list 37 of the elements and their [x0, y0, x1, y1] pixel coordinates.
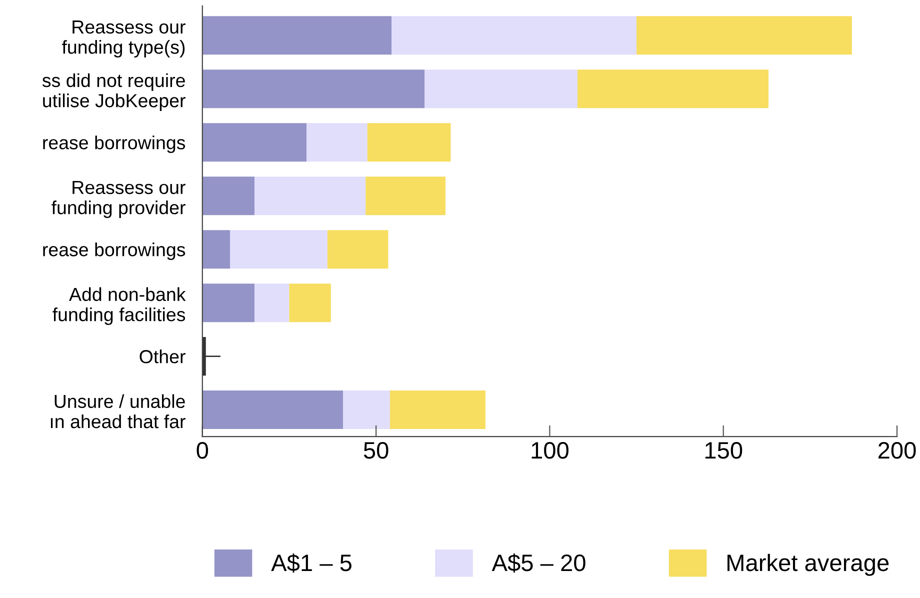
y-tick-label: Unsure / unable ın ahead that far: [50, 394, 186, 428]
legend-label: A$1 – 5: [271, 553, 352, 573]
bar: [327, 230, 388, 269]
bar: [636, 16, 852, 55]
y-tick-label: Reassess our funding type(s): [62, 20, 186, 58]
y-tick-label: rease borrowings: [43, 242, 186, 260]
x-tick-label: 50: [364, 442, 388, 459]
bar: [230, 230, 328, 269]
bar: [202, 123, 307, 162]
bar: [392, 16, 637, 55]
bar: [202, 16, 392, 55]
bar: [202, 284, 254, 322]
x-tick-label: 100: [532, 442, 568, 459]
x-tick-label: 150: [705, 442, 742, 459]
bar: [289, 284, 331, 322]
y-tick-label: ss did not require utilise JobKeeper: [42, 73, 186, 112]
x-tick-label: 200: [878, 442, 916, 459]
bar: [254, 176, 366, 216]
bar: [202, 70, 425, 108]
x-tick-label: 0: [196, 442, 208, 459]
bar: [424, 70, 578, 108]
bar: [577, 70, 768, 108]
bar: [254, 284, 290, 322]
bar: [366, 176, 446, 216]
bar: [202, 176, 254, 216]
y-tick-label: Add non-bank funding facilities: [52, 287, 186, 325]
y-tick-label: rease borrowings: [43, 136, 186, 154]
bar: [343, 390, 390, 430]
y-tick-label: Other: [140, 350, 186, 364]
legend-label: Market average: [728, 554, 889, 576]
bar: [202, 230, 230, 269]
bar: [306, 123, 368, 162]
legend-label: A$5 – 20: [492, 553, 586, 573]
bar: [202, 390, 344, 430]
bar: [367, 123, 451, 162]
y-tick-label: Reassess our funding provider: [52, 181, 186, 218]
bar: [390, 390, 486, 430]
